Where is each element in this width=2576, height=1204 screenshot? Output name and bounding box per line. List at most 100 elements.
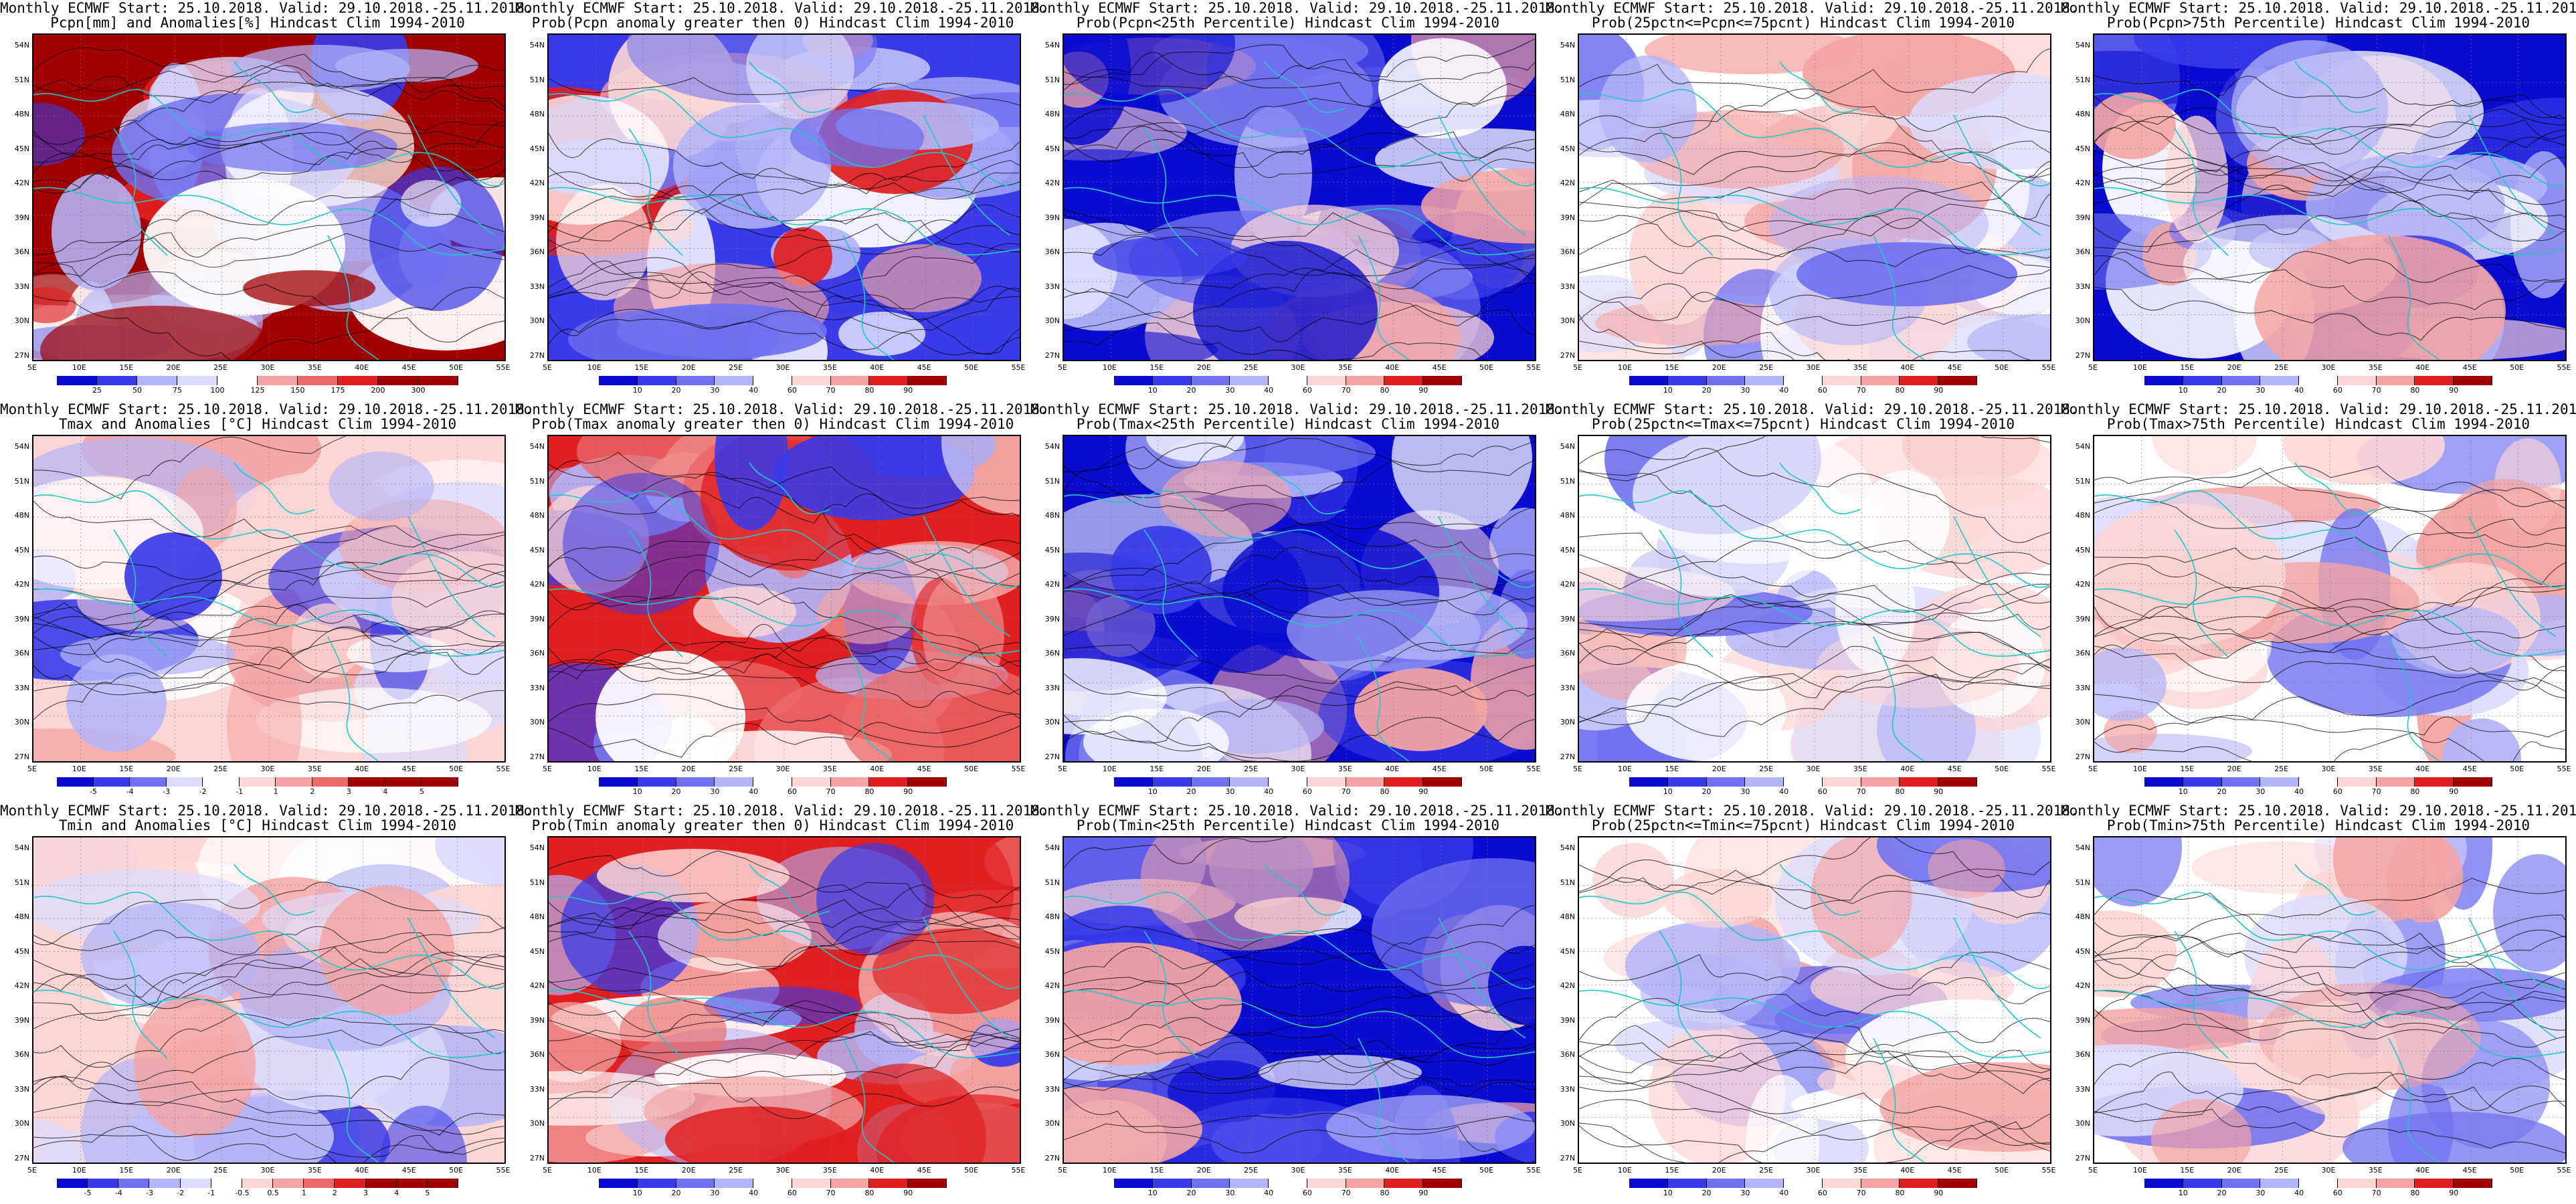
colorbar-tick-label: -2 <box>177 1189 185 1197</box>
coastline <box>33 187 504 256</box>
longitude-label: 5E <box>1573 1166 1582 1175</box>
longitude-label: 40E <box>2415 765 2430 773</box>
longitude-label: 50E <box>1995 1166 2009 1175</box>
coastline <box>1659 128 1714 256</box>
longitude-label: 45E <box>1947 363 1962 372</box>
field-patch <box>597 849 790 902</box>
contour-line <box>2094 107 2565 144</box>
coastline <box>33 989 504 1058</box>
latitude-label: 51N <box>1044 75 1060 84</box>
coastline <box>33 892 504 989</box>
contour-line <box>2094 1002 2565 1032</box>
latitude-label: 54N <box>1044 41 1060 49</box>
latitude-label: 54N <box>1044 843 1060 852</box>
colorbar-tick-label: 60 <box>1817 787 1827 796</box>
coastline <box>1264 61 1346 113</box>
colorbar-segment <box>1384 376 1424 385</box>
latitude-label: 39N <box>1560 614 1575 623</box>
colorbar-segment <box>1346 777 1385 787</box>
latitude-label: 42N <box>1560 981 1575 990</box>
contour-line <box>549 452 1020 563</box>
colorbar-segment <box>57 376 97 385</box>
coastline <box>113 529 168 658</box>
colorbar-tick-label: 90 <box>1418 386 1429 395</box>
colorbar-segment <box>908 777 947 787</box>
colorbar-tick-label: 90 <box>1934 1189 1944 1197</box>
longitude-label: 55E <box>2557 363 2571 372</box>
field-patch <box>2387 837 2463 922</box>
field-patch <box>1909 74 2050 170</box>
coastline <box>33 89 504 187</box>
longitude-label: 30E <box>2321 1166 2336 1175</box>
longitude-label: 15E <box>1665 363 1679 372</box>
contour-line <box>1064 437 1535 472</box>
longitude-label: 40E <box>1385 765 1400 773</box>
longitude-label: 55E <box>1011 1166 1026 1175</box>
latitude-label: 33N <box>2075 683 2090 692</box>
contour-line <box>33 581 504 639</box>
latitude-label: 45N <box>529 545 545 555</box>
contour-line <box>1064 952 1535 987</box>
contour-line <box>2094 1058 2565 1114</box>
field-patch <box>1146 436 1244 462</box>
field-patch <box>1193 241 1378 360</box>
contour-line <box>549 1080 1020 1119</box>
field-map <box>2094 436 2565 761</box>
colorbar-segment <box>2144 1179 2183 1188</box>
contour-line <box>1064 980 1535 1017</box>
latitude-label: 42N <box>529 179 545 187</box>
contour-line <box>1579 645 2050 691</box>
contour-line <box>1064 837 1288 869</box>
latitude-label: 42N <box>14 179 29 187</box>
coastline <box>1438 516 1526 637</box>
contour-line <box>1064 235 1535 335</box>
latitude-label: 33N <box>14 1084 29 1094</box>
panel-title-line1: Monthly ECMWF Start: 25.10.2018. Valid: … <box>1030 0 1564 16</box>
field-patch <box>1746 1075 1819 1163</box>
latitude-label: 33N <box>1560 683 1575 692</box>
colorbar-segment <box>57 777 94 787</box>
contour-line <box>2094 929 2565 989</box>
coastline <box>1358 235 1410 360</box>
coastline <box>1579 588 2050 657</box>
longitude-label: 35E <box>1338 363 1352 372</box>
latitude-label: 48N <box>529 511 545 520</box>
contour-line <box>549 899 1020 928</box>
contour-line <box>1064 716 1257 761</box>
colorbar-segment <box>2454 777 2492 787</box>
longitude-label: 55E <box>1011 363 1026 372</box>
colorbar-tick-label: 90 <box>903 386 913 395</box>
colorbar-tick-label: 1 <box>301 1189 306 1197</box>
colorbar-tick-label: 20 <box>1701 386 1712 395</box>
latitude-label: 30N <box>2075 1119 2090 1128</box>
contour-line <box>1064 59 1535 90</box>
longitude-label: 25E <box>729 363 743 372</box>
longitude-label: 40E <box>355 363 369 372</box>
map-area <box>547 836 1021 1164</box>
colorbar-segment <box>203 777 240 787</box>
latitude-label: 30N <box>14 316 29 325</box>
contour-line <box>1579 314 1795 360</box>
colorbar-tick-label: 10 <box>632 787 642 796</box>
latitude-label: 27N <box>1044 1153 1060 1163</box>
contour-line <box>1064 492 1535 560</box>
colorbar-tick-label: 2 <box>310 787 315 796</box>
longitude-label: 55E <box>496 765 511 773</box>
panel-title-line2: Prob(Tmin>75th Percentile) Hindcast Clim… <box>2106 817 2531 833</box>
coastline <box>234 61 315 113</box>
colorbar-tick-label: 40 <box>1779 1189 1789 1197</box>
colorbar-segment <box>2144 376 2183 385</box>
map-panel: Monthly ECMWF Start: 25.10.2018. Valid: … <box>1546 401 2079 803</box>
field-patch <box>2094 1008 2265 1052</box>
colorbar-tick-label: 30 <box>710 787 720 796</box>
contour-line <box>33 1026 504 1082</box>
colorbar <box>1629 777 1977 787</box>
field-map <box>1064 35 1535 360</box>
longitude-label: 5E <box>2088 765 2098 773</box>
colorbar <box>2144 1179 2492 1188</box>
contour-line <box>33 926 504 956</box>
colorbar-segment <box>365 1179 397 1188</box>
map-panel: Monthly ECMWF Start: 25.10.2018. Valid: … <box>0 803 533 1204</box>
field-patch <box>1160 461 1291 537</box>
field-patch <box>391 551 504 650</box>
